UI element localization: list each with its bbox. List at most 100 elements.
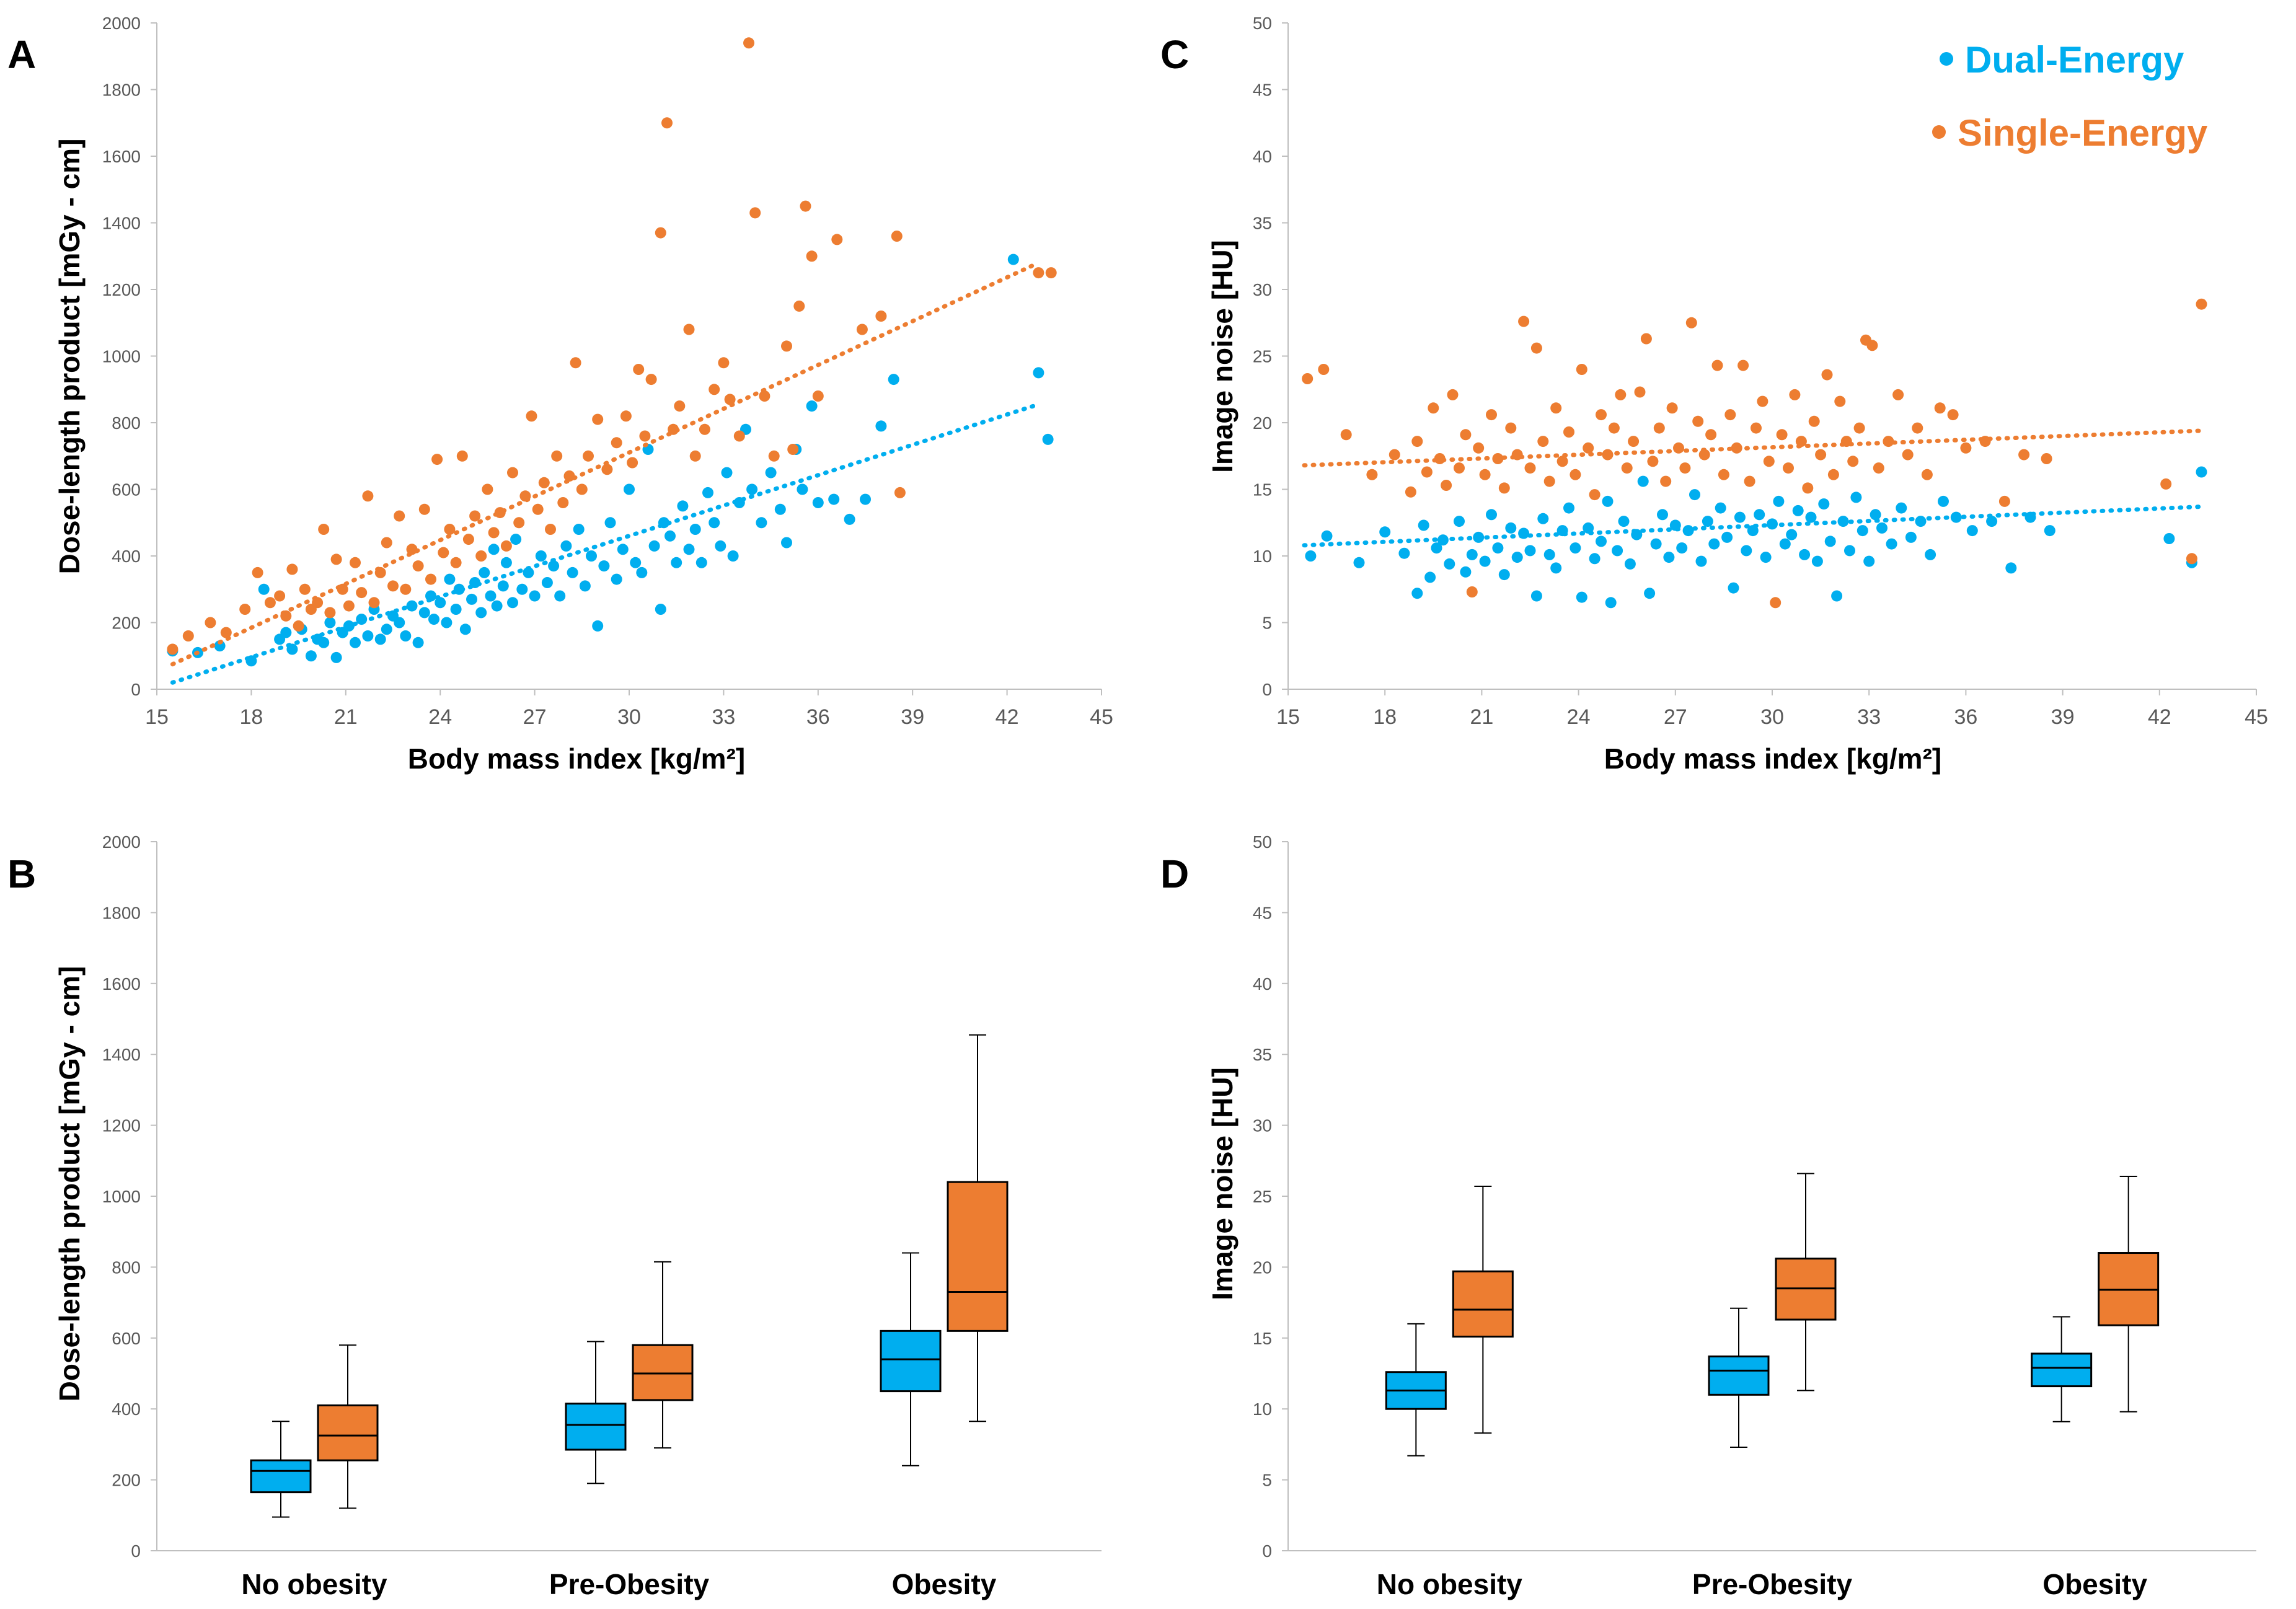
chart-c-point-single-energy	[1518, 315, 1530, 327]
chart-a-point-single-energy	[661, 117, 673, 129]
chart-c-point-dual-energy	[1486, 509, 1497, 521]
chart-a-point-dual-energy	[774, 503, 786, 515]
chart-a-point-single-energy	[800, 200, 811, 212]
chart-a-point-single-energy	[875, 311, 887, 322]
chart-a-point-dual-energy	[702, 487, 713, 498]
chart-a-point-dual-energy	[765, 467, 777, 478]
chart-c-point-single-energy	[1366, 469, 1378, 480]
chart-a-point-single-energy	[356, 587, 368, 599]
chart-a-point-single-energy	[182, 630, 194, 641]
legend-single-marker	[1932, 125, 1946, 139]
chart-c-point-dual-energy	[1741, 545, 1752, 557]
chart-c-point-single-energy	[1821, 369, 1833, 381]
chart-c-point-single-energy	[1570, 469, 1581, 480]
chart-a-point-single-energy	[718, 357, 730, 369]
chart-a-point-dual-energy	[441, 617, 453, 628]
chart-b-iqr-box	[250, 1459, 312, 1494]
chart-c-x-ticks: 15 18 21 24 27 30 33 36 39 42 45	[1276, 689, 2268, 729]
chart-a-point-dual-energy	[305, 650, 317, 662]
chart-c-point-single-energy	[1505, 422, 1517, 434]
chart-a-point-dual-energy	[636, 566, 648, 578]
panel-label-b: B	[7, 852, 36, 896]
chart-a-point-dual-energy	[586, 550, 597, 562]
chart-a-point-dual-energy	[592, 620, 604, 632]
chart-b-category-label: Pre-Obesity	[549, 1568, 710, 1600]
chart-a-point-single-energy	[689, 450, 701, 462]
chart-a-x-tick-label: 42	[996, 705, 1019, 729]
chart-c-point-single-energy	[1405, 486, 1416, 498]
chart-b-y-axis-title: Dose-length product [mGy - cm]	[53, 966, 86, 1402]
chart-a-point-single-energy	[743, 37, 754, 49]
panel-label-d: D	[1160, 852, 1189, 896]
chart-c-point-single-energy	[1776, 429, 1788, 441]
chart-a-point-dual-energy	[844, 513, 855, 525]
chart-c-point-single-energy	[1340, 429, 1352, 441]
chart-a-point-single-energy	[724, 394, 736, 405]
chart-c-point-single-energy	[1389, 449, 1400, 461]
chart-c-y-ticks: 0 5 10 15 20 25 30 35 40 45 50	[1253, 14, 1288, 699]
chart-a-point-single-energy	[699, 423, 710, 435]
chart-c-y-tick-label: 15	[1253, 480, 1272, 500]
chart-c-point-dual-energy	[2163, 533, 2175, 544]
chart-c-point-single-energy	[1576, 364, 1587, 375]
chart-a-point-single-energy	[418, 503, 430, 515]
chart-c-point-single-energy	[1934, 402, 1946, 414]
chart-a-x-tick-label: 18	[239, 705, 263, 729]
chart-c-y-tick-label: 20	[1253, 413, 1272, 433]
chart-c-point-dual-energy	[1925, 549, 1936, 560]
chart-c-point-single-energy	[1411, 436, 1423, 447]
chart-a-point-dual-energy	[479, 566, 490, 578]
chart-c-point-single-energy	[1960, 442, 1972, 454]
chart-c-y-tick-label: 35	[1253, 214, 1272, 233]
chart-c-y-axis-title: Image noise [HU]	[1206, 240, 1239, 473]
chart-b-y-tick-label: 1200	[102, 1116, 141, 1135]
chart-c-point-dual-energy	[1624, 558, 1636, 570]
chart-a-point-single-energy	[205, 617, 216, 628]
chart-c-point-single-energy	[1679, 462, 1691, 474]
chart-c-point-dual-energy	[1689, 489, 1700, 501]
chart-a-point-single-energy	[793, 300, 805, 312]
chart-c-point-single-energy	[2186, 553, 2197, 565]
chart-c-point-dual-energy	[1760, 552, 1772, 563]
chart-c-x-tick-label: 42	[2148, 705, 2171, 729]
chart-c-point-single-energy	[1621, 462, 1633, 474]
chart-c-point-dual-energy	[1537, 513, 1549, 524]
chart-c-y-tick-label: 50	[1253, 14, 1272, 33]
chart-c-x-tick-label: 45	[2245, 705, 2268, 729]
chart-b-dlp-boxplot: 0 200 400 600 800 1000 1200 1400 1600 1800 2000 No…	[53, 832, 1102, 1600]
chart-c-point-dual-energy	[1905, 531, 1917, 543]
chart-c-point-single-energy	[1724, 409, 1736, 421]
chart-a-point-dual-energy	[381, 624, 392, 635]
chart-a-point-dual-energy	[548, 560, 560, 572]
chart-a-point-dual-energy	[624, 483, 635, 495]
chart-a-point-single-energy	[293, 620, 304, 632]
chart-c-point-single-energy	[1912, 422, 1923, 434]
chart-a-point-dual-energy	[318, 637, 330, 648]
chart-a-point-dual-energy	[1033, 367, 1044, 379]
chart-a-point-single-energy	[381, 537, 392, 549]
chart-a-point-dual-energy	[598, 560, 610, 572]
chart-a-point-dual-energy	[648, 540, 660, 552]
chart-a-point-single-energy	[412, 560, 424, 572]
chart-c-point-single-energy	[1647, 456, 1659, 467]
chart-b-y-tick-label: 600	[112, 1329, 141, 1348]
chart-a-y-ticks: 0 200 400 600 800 1000 1200 1400 1600 1800 2000	[102, 14, 157, 699]
chart-d-box-single-energy	[1452, 1185, 1514, 1434]
chart-a-trendlines	[170, 260, 1041, 685]
chart-a-point-dual-energy	[280, 627, 292, 638]
chart-c-x-tick-label: 33	[1857, 705, 1881, 729]
chart-b-iqr-box	[880, 1329, 942, 1393]
chart-c-point-single-energy	[1866, 340, 1878, 351]
chart-a-point-dual-energy	[1042, 433, 1054, 445]
chart-a-point-dual-energy	[828, 493, 840, 505]
chart-a-point-single-energy	[350, 557, 361, 568]
chart-a-point-dual-energy	[418, 607, 430, 619]
chart-c-point-single-energy	[1873, 462, 1884, 474]
chart-a-y-tick-label: 1400	[102, 214, 141, 233]
chart-c-point-single-energy	[1524, 462, 1536, 474]
chart-a-point-single-energy	[343, 600, 355, 612]
chart-c-y-tick-label: 10	[1253, 547, 1272, 566]
chart-b-boxes	[250, 1034, 1009, 1518]
chart-a-point-dual-energy	[812, 497, 824, 508]
chart-a-point-single-energy	[538, 477, 550, 488]
